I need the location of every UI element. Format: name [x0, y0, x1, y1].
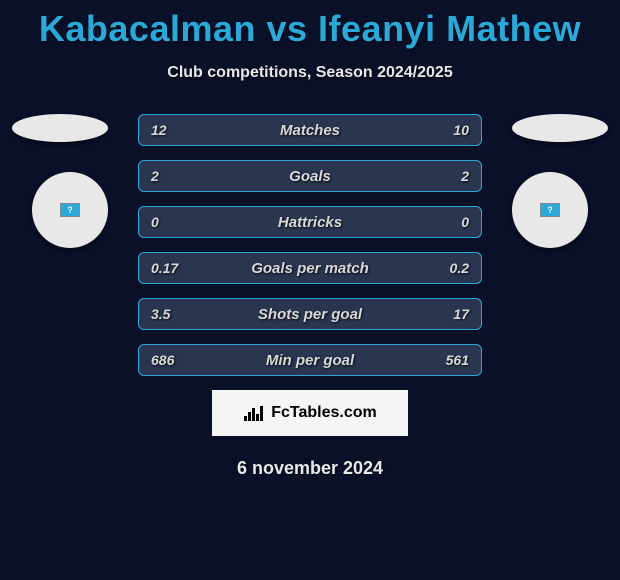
stat-label: Hattricks [278, 214, 342, 231]
stat-row: 0 Hattricks 0 [138, 206, 482, 238]
stat-left-value: 0 [151, 214, 159, 230]
stat-right-value: 0.2 [450, 260, 469, 276]
stat-left-value: 686 [151, 352, 174, 368]
date-text: 6 november 2024 [0, 458, 620, 479]
stat-row: 686 Min per goal 561 [138, 344, 482, 376]
flag-icon-left [60, 203, 80, 217]
stat-label: Goals [289, 168, 331, 185]
flag-icon-right [540, 203, 560, 217]
stat-right-value: 17 [453, 306, 469, 322]
stat-label: Goals per match [251, 260, 369, 277]
stat-left-value: 0.17 [151, 260, 178, 276]
player-right-oval [512, 114, 608, 142]
stat-row: 2 Goals 2 [138, 160, 482, 192]
stat-right-value: 561 [446, 352, 469, 368]
stat-left-value: 2 [151, 168, 159, 184]
stat-rows: 12 Matches 10 2 Goals 2 0 Hattricks 0 0.… [138, 114, 482, 376]
stat-row: 0.17 Goals per match 0.2 [138, 252, 482, 284]
player-left-oval [12, 114, 108, 142]
stat-right-value: 2 [461, 168, 469, 184]
stat-right-value: 10 [453, 122, 469, 138]
player-left-flag-circle [32, 172, 108, 248]
stat-label: Shots per goal [258, 306, 362, 323]
stat-label: Matches [280, 122, 340, 139]
stat-label: Min per goal [266, 352, 354, 369]
brand-text: FcTables.com [271, 404, 377, 422]
stat-row: 3.5 Shots per goal 17 [138, 298, 482, 330]
subtitle: Club competitions, Season 2024/2025 [0, 64, 620, 82]
page-title: Kabacalman vs Ifeanyi Mathew [0, 0, 620, 50]
stat-left-value: 3.5 [151, 306, 170, 322]
player-right-flag-circle [512, 172, 588, 248]
brand-box: FcTables.com [212, 390, 408, 436]
stats-area: 12 Matches 10 2 Goals 2 0 Hattricks 0 0.… [0, 114, 620, 479]
stat-row: 12 Matches 10 [138, 114, 482, 146]
stat-right-value: 0 [461, 214, 469, 230]
brand-bars-icon [243, 404, 265, 422]
stat-left-value: 12 [151, 122, 167, 138]
